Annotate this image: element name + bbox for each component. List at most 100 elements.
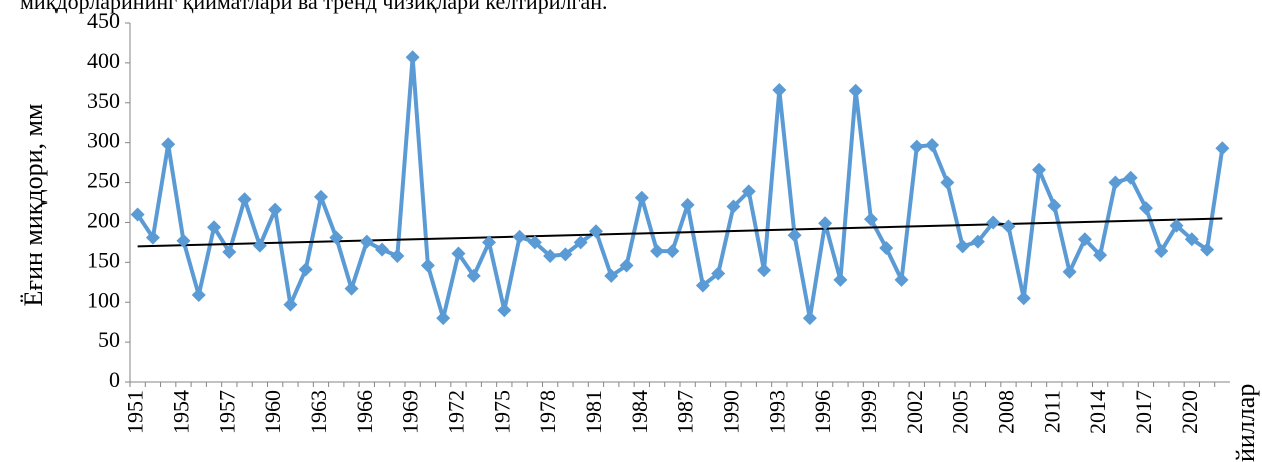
x-tick-label: 2002 xyxy=(902,390,927,434)
marker xyxy=(497,303,512,318)
x-tick-label: 1978 xyxy=(535,390,560,434)
marker xyxy=(1138,201,1153,216)
marker xyxy=(543,248,558,263)
marker xyxy=(863,212,878,227)
marker xyxy=(619,258,634,273)
y-tick-label: 250 xyxy=(87,168,120,193)
x-tick-label: 2011 xyxy=(1039,390,1064,433)
x-tick-label: 1951 xyxy=(123,390,148,434)
marker xyxy=(420,258,435,273)
marker xyxy=(894,272,909,287)
marker xyxy=(283,297,298,312)
marker xyxy=(329,230,344,245)
x-tick-label: 1963 xyxy=(306,390,331,434)
x-tick-label: 1957 xyxy=(214,390,239,434)
x-tick-label: 2005 xyxy=(948,390,973,434)
marker xyxy=(1215,141,1230,156)
x-tick-label: 2008 xyxy=(994,390,1019,434)
marker xyxy=(1001,219,1016,234)
marker xyxy=(1108,175,1123,190)
x-tick-label: 1954 xyxy=(169,390,194,434)
marker xyxy=(650,244,665,259)
y-tick-label: 100 xyxy=(87,287,120,312)
marker xyxy=(772,83,787,98)
marker xyxy=(482,235,497,250)
marker xyxy=(1200,242,1215,257)
x-tick-label: 1999 xyxy=(856,390,881,434)
marker xyxy=(390,248,405,263)
x-tick-label: 2014 xyxy=(1085,390,1110,434)
x-tick-label: 1996 xyxy=(810,390,835,434)
marker xyxy=(909,139,924,154)
marker xyxy=(848,83,863,98)
y-tick-label: 50 xyxy=(98,327,120,352)
x-tick-label: 1966 xyxy=(352,390,377,434)
x-axis-label: йиллар xyxy=(1231,384,1260,462)
marker xyxy=(604,268,619,283)
marker xyxy=(436,311,451,326)
marker xyxy=(695,278,710,293)
x-tick-label: 1987 xyxy=(673,390,698,434)
trend-line xyxy=(137,217,1223,248)
y-tick-label: 0 xyxy=(109,367,120,392)
marker xyxy=(1077,232,1092,247)
marker xyxy=(466,268,481,283)
marker xyxy=(757,263,772,278)
x-tick-label: 1993 xyxy=(764,390,789,434)
marker xyxy=(359,234,374,249)
marker xyxy=(741,184,756,199)
marker xyxy=(1047,198,1062,213)
marker xyxy=(1032,162,1047,177)
marker xyxy=(787,228,802,243)
marker xyxy=(405,50,420,65)
y-tick-label: 200 xyxy=(87,207,120,232)
marker xyxy=(588,224,603,239)
marker xyxy=(1016,291,1031,306)
marker xyxy=(925,138,940,153)
marker xyxy=(711,266,726,281)
marker xyxy=(207,220,222,235)
x-tick-label: 1972 xyxy=(444,390,469,434)
marker xyxy=(176,233,191,248)
marker xyxy=(298,262,313,277)
marker xyxy=(145,230,160,245)
marker xyxy=(955,239,970,254)
x-tick-label: 2020 xyxy=(1177,390,1202,434)
marker xyxy=(527,235,542,250)
marker xyxy=(818,216,833,231)
marker xyxy=(726,199,741,214)
marker xyxy=(680,197,695,212)
marker xyxy=(161,137,176,152)
marker xyxy=(558,247,573,262)
marker xyxy=(512,229,527,244)
x-tick-label: 1960 xyxy=(260,390,285,434)
y-axis-label: Ёғин миқдори, мм xyxy=(19,104,48,307)
marker xyxy=(970,234,985,249)
marker xyxy=(1154,244,1169,259)
marker xyxy=(222,244,237,259)
y-tick-label: 400 xyxy=(87,48,120,73)
marker xyxy=(573,235,588,250)
marker xyxy=(237,192,252,207)
marker xyxy=(252,238,267,253)
caption: миқдорларининг қийматлари ва тренд чизиқ… xyxy=(20,0,608,14)
data-line xyxy=(135,55,1225,321)
marker xyxy=(986,215,1001,230)
marker xyxy=(268,202,283,217)
marker xyxy=(665,244,680,259)
marker xyxy=(451,246,466,261)
marker xyxy=(802,311,817,326)
marker xyxy=(833,272,848,287)
marker xyxy=(1184,232,1199,247)
x-tick-label: 1990 xyxy=(719,390,744,434)
x-tick-label: 2017 xyxy=(1131,390,1156,434)
marker xyxy=(344,281,359,296)
y-tick-label: 150 xyxy=(87,247,120,272)
marker xyxy=(879,240,894,255)
marker xyxy=(375,242,390,257)
marker xyxy=(1123,170,1138,185)
marker xyxy=(940,175,955,190)
y-tick-label: 300 xyxy=(87,128,120,153)
